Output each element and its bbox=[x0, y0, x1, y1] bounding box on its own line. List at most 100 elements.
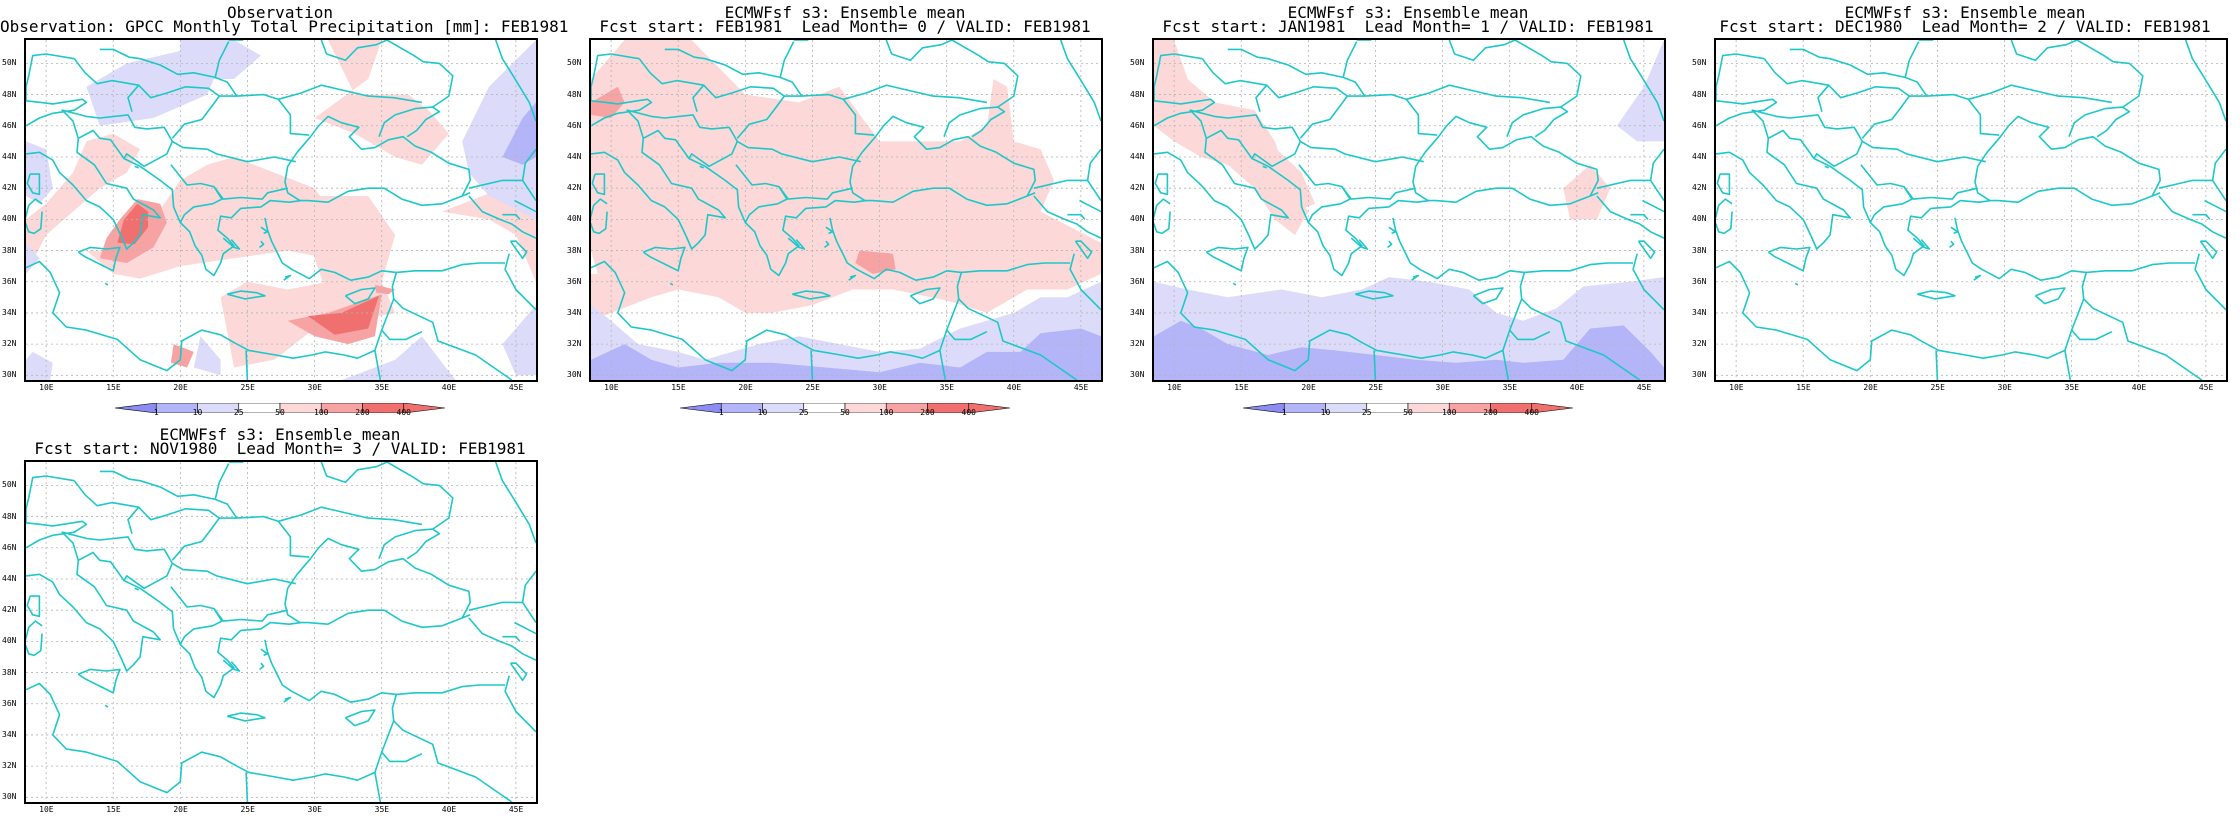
map-canvas bbox=[26, 40, 536, 380]
panel-title-line2: Fcst start: FEB1981 Lead Month= 0 / VALI… bbox=[599, 17, 1091, 36]
coastline bbox=[1968, 84, 2113, 104]
coastline bbox=[1506, 106, 1569, 138]
coastline bbox=[1716, 53, 1765, 101]
coastline bbox=[245, 772, 249, 802]
lat-tick-label: 44N bbox=[1692, 151, 1707, 161]
lat-tick-label: 50N bbox=[1692, 58, 1707, 68]
lon-tick-label: 20E bbox=[173, 383, 188, 392]
coastline bbox=[642, 246, 686, 272]
lat-tick-label: 40N bbox=[567, 214, 582, 224]
coastline bbox=[1154, 98, 1216, 127]
colorbar-label: 10 bbox=[757, 408, 768, 417]
precip-shading-blue_light bbox=[341, 336, 456, 380]
map-frame bbox=[24, 38, 538, 382]
lon-tick-label: 40E bbox=[1569, 383, 1585, 392]
precip-shading-blue_light bbox=[193, 336, 221, 376]
colorbar-label: 25 bbox=[233, 408, 244, 417]
lat-tick-label: 46N bbox=[2, 120, 17, 130]
coastline bbox=[1824, 165, 1829, 169]
coastline bbox=[1227, 48, 1344, 79]
lat-tick-label: 48N bbox=[2, 89, 17, 99]
panel-lead-1: ECMWFsf s3: Ensemble mean Fcst start: JA… bbox=[1128, 0, 1688, 420]
coastline bbox=[278, 506, 423, 526]
coastline bbox=[26, 129, 302, 277]
coastline bbox=[1086, 148, 1101, 181]
coastline bbox=[26, 198, 43, 235]
map-frame bbox=[24, 460, 538, 804]
coastline bbox=[1472, 287, 1504, 305]
coastline bbox=[1861, 95, 1910, 139]
colorbar: 1 10 25 50 100 200 400 bbox=[1242, 398, 1574, 417]
coastline bbox=[1649, 148, 1664, 181]
lon-tick-label: 35E bbox=[2064, 383, 2080, 392]
coastline bbox=[1412, 115, 1600, 207]
coastline bbox=[514, 199, 536, 213]
lat-tick-label: 36N bbox=[1692, 276, 1707, 286]
lon-tick-label: 20E bbox=[173, 805, 188, 814]
coastline bbox=[1903, 186, 1978, 200]
coastline bbox=[396, 684, 506, 696]
precip-shading-blue_light bbox=[462, 40, 536, 220]
panel-title-line2: Fcst start: JAN1981 Lead Month= 1 / VALI… bbox=[1162, 17, 1654, 36]
coastline bbox=[283, 696, 292, 703]
coastline bbox=[1262, 165, 1267, 169]
coastline bbox=[138, 84, 310, 136]
coastline bbox=[396, 262, 506, 274]
colorbar-label: 1 bbox=[718, 408, 724, 417]
colorbar-label: 200 bbox=[1483, 408, 1498, 417]
coastline bbox=[104, 704, 109, 708]
lat-tick-label: 50N bbox=[2, 58, 17, 68]
coastline bbox=[213, 608, 288, 622]
coastline bbox=[909, 287, 941, 305]
coastline bbox=[104, 282, 109, 286]
coastline bbox=[810, 350, 814, 380]
coastline bbox=[1514, 40, 1582, 108]
lat-tick-label: 42N bbox=[2, 605, 17, 615]
coastline bbox=[2192, 213, 2211, 220]
lat-tick-label: 38N bbox=[1130, 245, 1145, 255]
lon-tick-label: 30E bbox=[872, 383, 887, 392]
coastline bbox=[1904, 41, 1928, 97]
coastline bbox=[848, 274, 857, 281]
colorbar-label: 10 bbox=[192, 408, 203, 417]
coastline bbox=[1154, 173, 1169, 196]
precip-shading-blue_light bbox=[180, 40, 261, 79]
coastline bbox=[2199, 240, 2218, 260]
coastline bbox=[591, 173, 606, 196]
lon-tick-label: 45E bbox=[508, 805, 524, 814]
coastline bbox=[504, 253, 536, 311]
panel-lead-0: ECMWFsf s3: Ensemble mean Fcst start: FE… bbox=[565, 0, 1125, 420]
coastline bbox=[509, 240, 528, 260]
lon-tick-label: 40E bbox=[441, 805, 457, 814]
coastline bbox=[170, 586, 223, 645]
coastline bbox=[26, 173, 41, 196]
coastline bbox=[849, 115, 1037, 207]
coastline bbox=[494, 462, 536, 544]
coastline bbox=[1794, 282, 1799, 286]
precip-shading-pink_light bbox=[26, 133, 141, 274]
lat-tick-label: 36N bbox=[567, 276, 582, 286]
coastline bbox=[468, 179, 536, 202]
precip-shading-pink_light bbox=[1154, 40, 1309, 235]
precip-shading-red_dark bbox=[307, 295, 379, 335]
coastline bbox=[1388, 226, 1397, 235]
coastline bbox=[2068, 106, 2131, 138]
coastline bbox=[170, 164, 223, 223]
coastline bbox=[344, 287, 376, 305]
coastline bbox=[502, 213, 521, 220]
lat-tick-label: 44N bbox=[2, 151, 17, 161]
colorbar-label: 50 bbox=[275, 408, 285, 417]
lon-tick-label: 35E bbox=[1502, 383, 1518, 392]
coastline bbox=[344, 709, 376, 727]
lat-tick-label: 40N bbox=[1692, 214, 1707, 224]
coastline bbox=[843, 84, 988, 104]
coastline bbox=[736, 95, 785, 139]
coastline bbox=[171, 95, 220, 139]
lon-tick-label: 40E bbox=[441, 383, 457, 392]
coastline bbox=[1154, 129, 1430, 277]
coastline bbox=[214, 463, 238, 519]
coastline bbox=[1189, 109, 1424, 163]
coastline bbox=[688, 141, 739, 168]
lon-tick-label: 20E bbox=[1863, 383, 1878, 392]
lon-tick-label: 15E bbox=[1796, 383, 1811, 392]
